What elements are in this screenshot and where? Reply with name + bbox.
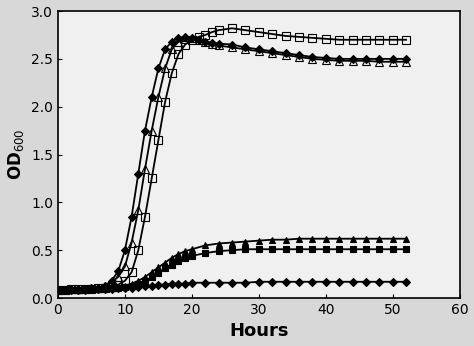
X-axis label: Hours: Hours [229,322,289,340]
Y-axis label: OD$_{600}$: OD$_{600}$ [6,129,26,180]
